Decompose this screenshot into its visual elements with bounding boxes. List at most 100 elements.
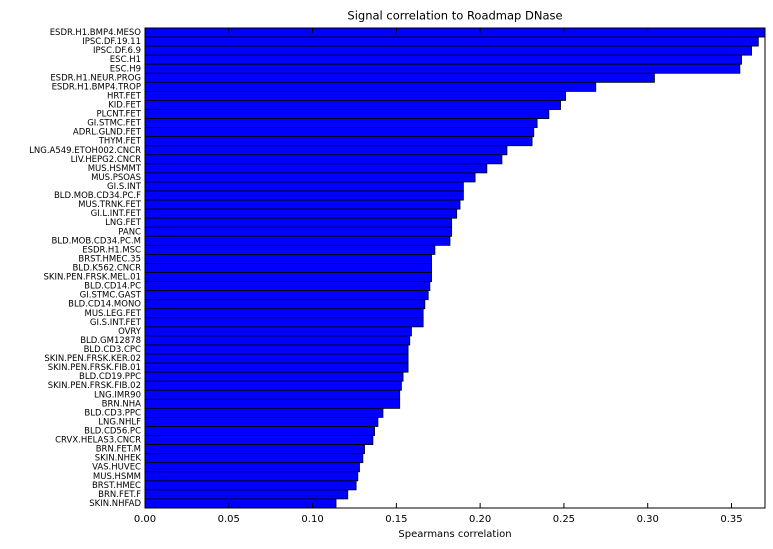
y-tick-label: MUS.HSMMT — [88, 164, 142, 174]
bar — [144, 217, 453, 228]
bar — [144, 81, 597, 92]
bar — [144, 471, 359, 482]
bar — [144, 326, 412, 337]
bar — [144, 181, 464, 192]
bar — [144, 90, 566, 101]
y-tick-label: SKIN.PEN.FRSK.FIB.02 — [48, 381, 141, 391]
bar — [144, 272, 432, 282]
y-tick-label: SKIN.NHFAD — [89, 499, 141, 509]
y-tick-label: BLD.CD14.PC — [84, 282, 141, 292]
x-tick-label: 0.05 — [218, 514, 240, 525]
y-tick-label: BRN.NHA — [102, 399, 142, 409]
x-tick-label: 0.20 — [469, 514, 491, 525]
y-tick-label: GI.S.INT.FET — [90, 318, 142, 328]
bar — [144, 389, 401, 400]
y-tick-label: SKIN.PEN.FRSK.MEL.01 — [43, 273, 141, 283]
bar — [144, 353, 409, 364]
bar — [144, 380, 402, 391]
y-tick-label: IPSC.DF.19.11 — [82, 37, 141, 47]
bar — [144, 154, 503, 165]
bar — [144, 45, 752, 56]
x-tick-label: 0.15 — [385, 514, 407, 525]
y-tick-label: BLD.K562.CNCR — [73, 264, 142, 274]
x-tick-label: 0.30 — [637, 514, 659, 525]
y-tick-label: ESC.H1 — [110, 55, 141, 65]
y-tick-label: SKIN.PEN.FRSK.FIB.01 — [48, 363, 141, 373]
y-tick-label: BLD.GM12878 — [80, 336, 141, 346]
x-tick-label: 0.35 — [720, 514, 742, 525]
y-tick-label: GI.STMC.FET — [87, 119, 142, 129]
bar — [144, 100, 561, 110]
y-tick-label: MUS.HSMM — [93, 472, 141, 482]
y-tick-label: THYM.FET — [98, 137, 142, 147]
bar — [144, 335, 411, 346]
y-tick-label: LNG.FET — [105, 218, 142, 228]
bar — [144, 317, 424, 328]
x-tick-label: 0.10 — [301, 514, 323, 525]
bar — [144, 344, 409, 355]
y-tick-label: CRVX.HELAS3.CNCR — [55, 436, 141, 446]
y-tick-label: PANC — [118, 227, 141, 237]
y-tick-label: LNG.A549.ETOH002.CNCR — [29, 146, 141, 156]
y-tick-label: BLD.MOB.CD34.PC.F — [54, 191, 141, 201]
y-tick-label: SKIN.PEN.FRSK.KER.02 — [44, 354, 141, 364]
bar — [144, 54, 742, 65]
bar — [144, 235, 451, 246]
bar — [144, 163, 488, 174]
y-tick-label: GI.L.INT.FET — [91, 209, 142, 219]
bar — [144, 226, 453, 237]
bar — [144, 444, 365, 455]
y-tick-label: OVRY — [118, 327, 142, 337]
bar — [144, 118, 538, 129]
y-tick-label: GI.S.INT — [107, 182, 142, 192]
y-tick-label: ESDR.H1.MSC — [82, 245, 141, 255]
y-tick-label: ESDR.H1.NEUR.PROG — [50, 73, 141, 83]
bar — [144, 109, 550, 119]
y-tick-label: LIV.HEPG2.CNCR — [71, 155, 141, 165]
bar — [144, 145, 508, 156]
y-tick-label: BRN.FET.F — [98, 490, 141, 500]
bar — [144, 489, 349, 500]
y-tick-label: PLCNT.FET — [97, 110, 142, 120]
y-tick-label: BLD.CD3.CPC — [84, 345, 141, 355]
bar — [144, 462, 360, 473]
y-tick-label: ADRL.GLND.FET — [73, 128, 142, 138]
bar — [144, 398, 401, 409]
y-tick-label: BRST.HMEC — [92, 481, 141, 491]
bar — [144, 308, 424, 319]
bar — [144, 172, 476, 183]
y-tick-label: GI.STMC.GAST — [80, 291, 142, 301]
bar — [144, 36, 759, 47]
bar — [144, 281, 431, 292]
bar — [144, 417, 379, 427]
bar — [144, 127, 535, 138]
y-tick-label: VAS.HUVEC — [92, 463, 141, 473]
bar — [144, 407, 384, 418]
bar — [144, 299, 426, 310]
bar — [144, 208, 458, 219]
y-tick-label: BLD.CD19.PPC — [79, 372, 141, 382]
bar — [144, 435, 374, 446]
bar — [144, 362, 409, 373]
chart-title: Signal correlation to Roadmap DNase — [347, 9, 562, 23]
bar — [144, 263, 432, 273]
y-tick-label: MUS.PSOAS — [91, 173, 141, 183]
bar — [144, 72, 655, 83]
y-tick-label: IPSC.DF.6.9 — [93, 46, 141, 56]
x-tick-label: 0.00 — [134, 514, 156, 525]
y-tick-label: ESDR.H1.BMP4.TROP — [52, 82, 141, 92]
y-tick-label: BLD.CD14.MONO — [68, 300, 141, 310]
y-tick-label: MUS.TRNK.FET — [78, 200, 142, 210]
bar — [144, 244, 436, 255]
bar — [144, 254, 432, 264]
bar — [144, 199, 461, 210]
y-tick-label: LNG.IMR90 — [94, 390, 141, 400]
y-tick-label: BLD.CD3.PPC — [84, 408, 141, 418]
bar — [144, 27, 766, 38]
bar — [144, 480, 357, 491]
y-tick-label: KID.FET — [108, 100, 142, 110]
bar — [144, 453, 364, 464]
bar — [144, 498, 337, 509]
bar — [144, 371, 404, 382]
